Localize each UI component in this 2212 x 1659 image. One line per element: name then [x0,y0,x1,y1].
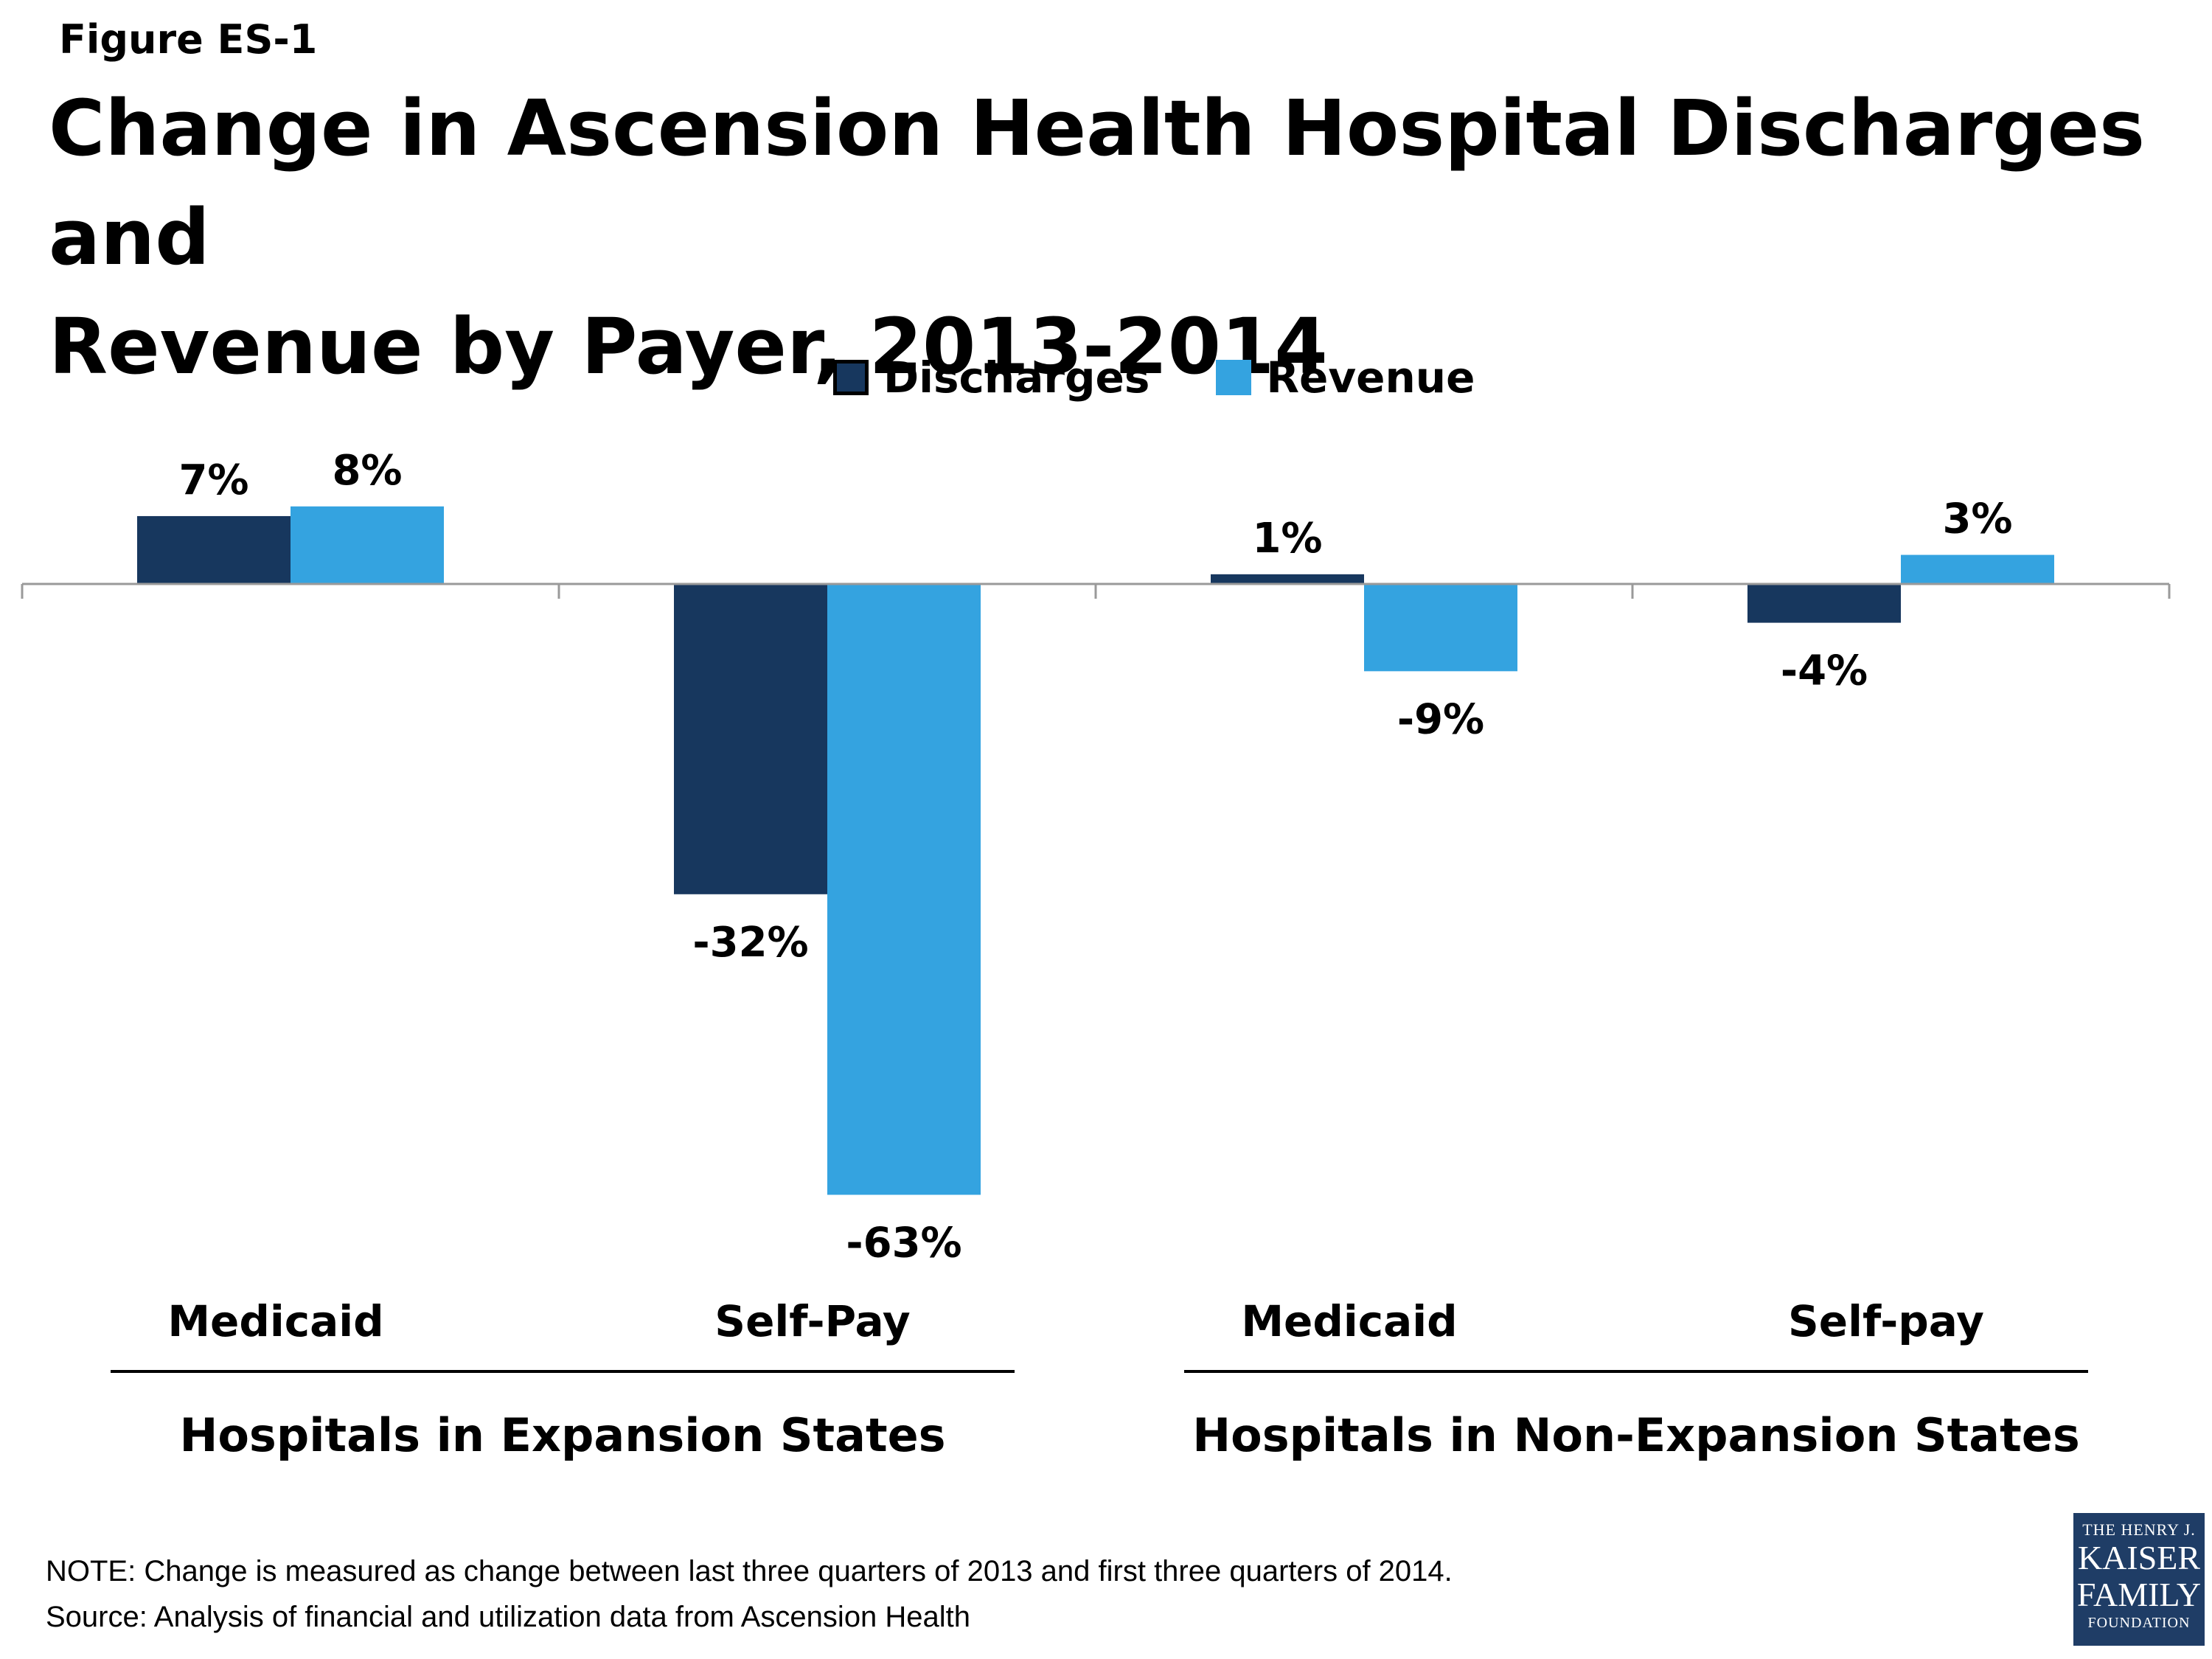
legend-item-revenue: Revenue [1216,352,1475,403]
logo-line-1: THE HENRY J. [2082,1520,2196,1539]
data-label-discharges-1: -32% [692,919,808,967]
data-label-discharges-0: 7% [178,456,248,504]
bar-revenue-3 [1901,554,2054,584]
data-label-discharges-2: 1% [1252,515,1322,563]
chart-title-line-2: Revenue by Payer, 2013-2014 [49,302,1328,392]
footnotes: NOTE: Change is measured as change betwe… [46,1548,1453,1640]
category-label-1: Self-Pay [714,1296,910,1346]
data-label-revenue-1: -63% [846,1219,961,1267]
category-label-3: Self-pay [1788,1296,1984,1346]
group-label-1: Hospitals in Non-Expansion States [1192,1408,2079,1462]
data-label-revenue-2: -9% [1397,695,1484,743]
legend-label-discharges: Discharges [883,352,1150,403]
bar-revenue-1 [827,584,981,1195]
chart-legend: Discharges Revenue [833,352,1541,403]
kff-logo: THE HENRY J. KAISER FAMILY FOUNDATION [2073,1513,2205,1646]
category-label-0: Medicaid [167,1296,383,1346]
bar-discharges-3 [1747,584,1901,623]
legend-swatch-revenue [1216,360,1252,395]
bar-discharges-0 [137,515,291,584]
bar-revenue-0 [291,506,444,584]
bar-discharges-1 [674,584,827,894]
legend-label-revenue: Revenue [1266,352,1475,403]
source-text: Source: Analysis of financial and utiliz… [46,1601,971,1633]
data-label-discharges-3: -4% [1781,647,1868,695]
legend-swatch-discharges [833,360,869,395]
group-label-0: Hospitals in Expansion States [179,1408,945,1462]
legend-item-discharges: Discharges [833,352,1150,403]
bar-revenue-2 [1364,584,1517,672]
logo-line-3: FAMILY [2076,1576,2202,1613]
logo-line-2: KAISER [2077,1539,2201,1576]
chart-title: Change in Ascension Health Hospital Disc… [49,74,2157,401]
bar-discharges-2 [1211,574,1364,584]
chart-title-line-1: Change in Ascension Health Hospital Disc… [49,83,2146,282]
data-label-revenue-3: 3% [1942,495,2012,543]
data-label-revenue-0: 8% [332,447,402,495]
logo-line-4: FOUNDATION [2087,1615,2191,1631]
figure-label: Figure ES-1 [59,16,318,63]
note-text: NOTE: Change is measured as change betwe… [46,1555,1453,1587]
category-label-2: Medicaid [1241,1296,1457,1346]
